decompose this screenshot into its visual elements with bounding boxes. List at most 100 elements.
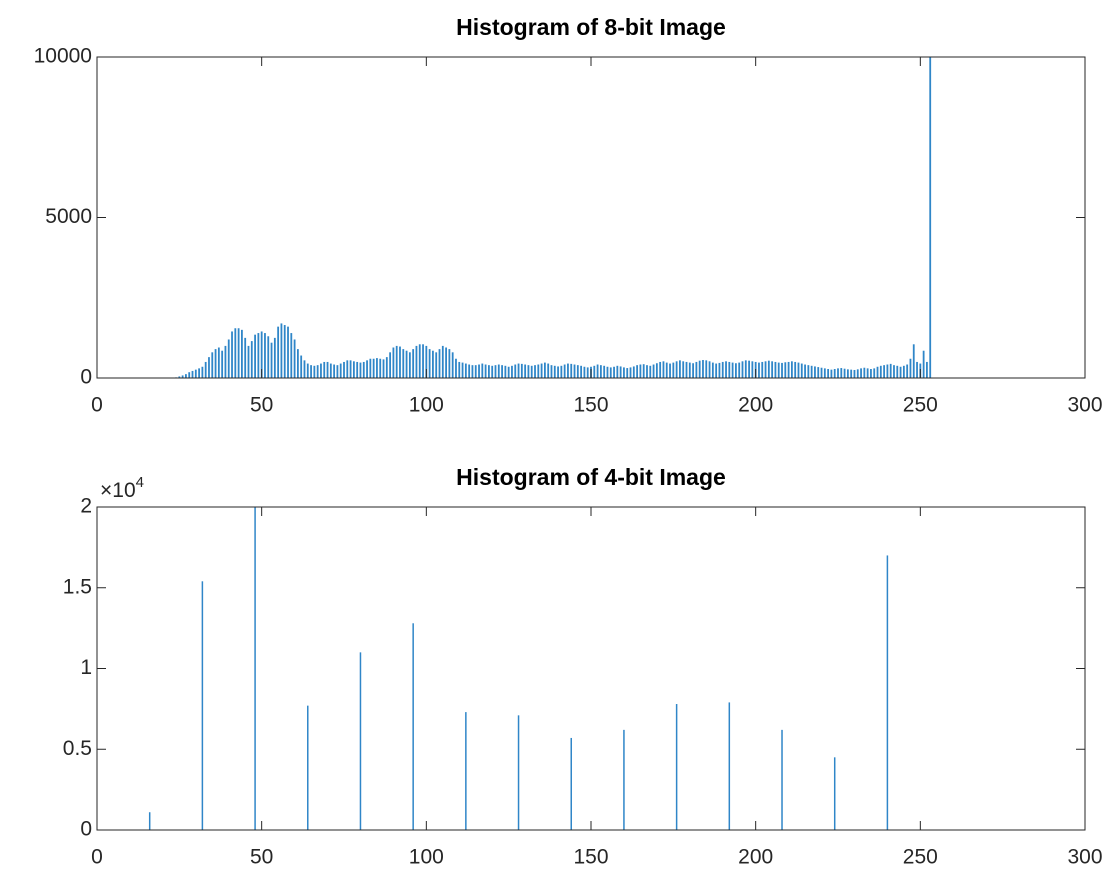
bar bbox=[451, 352, 454, 378]
bar bbox=[257, 333, 260, 378]
bar bbox=[320, 363, 322, 378]
bar bbox=[379, 358, 382, 378]
bar bbox=[606, 366, 609, 378]
bar bbox=[395, 345, 398, 378]
bar bbox=[181, 375, 184, 378]
bar bbox=[366, 360, 368, 378]
bar bbox=[336, 365, 339, 378]
bar bbox=[603, 365, 606, 378]
bar bbox=[705, 360, 708, 378]
bar bbox=[889, 363, 892, 378]
bar bbox=[488, 365, 490, 378]
bar bbox=[455, 358, 457, 378]
bar bbox=[422, 344, 424, 378]
bar bbox=[886, 555, 889, 830]
bar bbox=[708, 361, 711, 378]
bar bbox=[850, 369, 853, 378]
bar bbox=[254, 507, 256, 830]
bar bbox=[465, 712, 467, 830]
bar bbox=[237, 328, 240, 378]
bar bbox=[623, 729, 625, 830]
bar bbox=[929, 57, 932, 378]
bar bbox=[580, 365, 583, 378]
bar bbox=[728, 361, 731, 378]
bar bbox=[296, 349, 299, 378]
bar bbox=[428, 349, 431, 378]
bar bbox=[369, 358, 372, 378]
bar bbox=[211, 352, 214, 378]
bar bbox=[860, 368, 862, 378]
bar bbox=[290, 333, 293, 378]
bar bbox=[524, 364, 527, 378]
bar bbox=[527, 365, 530, 378]
bar bbox=[201, 366, 204, 378]
x-tick-label: 100 bbox=[409, 394, 444, 417]
bar bbox=[642, 364, 645, 378]
bar bbox=[715, 363, 718, 378]
chart-title: Histogram of 4-bit Image bbox=[456, 464, 726, 490]
bar bbox=[814, 366, 816, 378]
bar bbox=[241, 329, 243, 378]
bar bbox=[646, 365, 648, 378]
bar bbox=[883, 365, 886, 378]
bar bbox=[385, 357, 388, 378]
bar bbox=[639, 364, 642, 378]
bar bbox=[517, 715, 520, 830]
bar bbox=[807, 365, 810, 378]
bar bbox=[323, 361, 326, 378]
bar bbox=[277, 326, 280, 378]
bar bbox=[402, 349, 405, 378]
bar bbox=[349, 360, 352, 378]
x-tick-label: 50 bbox=[250, 394, 273, 417]
bar bbox=[655, 363, 658, 378]
bar bbox=[178, 376, 181, 378]
bar bbox=[833, 369, 836, 378]
x-tick-label: 250 bbox=[903, 846, 938, 869]
bar bbox=[264, 333, 266, 378]
bar bbox=[418, 344, 421, 378]
bar bbox=[853, 369, 856, 378]
bar bbox=[438, 349, 441, 378]
bar bbox=[372, 358, 375, 378]
y-tick-label: 0.5 bbox=[63, 737, 92, 760]
bar bbox=[247, 345, 250, 378]
bar bbox=[448, 349, 451, 378]
bar bbox=[563, 364, 566, 378]
bar bbox=[408, 352, 411, 378]
bar bbox=[188, 372, 191, 378]
bar bbox=[573, 364, 576, 378]
bar bbox=[728, 702, 731, 830]
bar bbox=[283, 325, 286, 378]
x-tick-label: 150 bbox=[573, 846, 608, 869]
bar bbox=[609, 367, 612, 378]
bar bbox=[316, 365, 319, 378]
bar bbox=[310, 365, 312, 378]
bar bbox=[356, 361, 359, 378]
bar bbox=[669, 363, 671, 378]
bar bbox=[731, 362, 734, 378]
bar bbox=[191, 370, 194, 378]
bar bbox=[432, 350, 434, 378]
bar bbox=[329, 363, 332, 378]
x-tick-label: 200 bbox=[738, 394, 773, 417]
bar bbox=[560, 365, 563, 378]
bar bbox=[250, 341, 253, 378]
bar bbox=[893, 365, 895, 378]
bar bbox=[471, 365, 474, 378]
bar bbox=[767, 360, 770, 378]
bar bbox=[270, 342, 273, 378]
bar bbox=[810, 365, 813, 378]
bar bbox=[593, 365, 596, 378]
bar bbox=[504, 365, 507, 378]
bar bbox=[445, 347, 447, 378]
bar bbox=[797, 362, 800, 378]
bar bbox=[870, 369, 872, 378]
bar bbox=[217, 347, 220, 378]
bar bbox=[392, 347, 395, 378]
bar bbox=[415, 345, 418, 378]
bar bbox=[748, 360, 750, 378]
x-tick-label: 300 bbox=[1067, 394, 1102, 417]
bar bbox=[636, 365, 639, 378]
